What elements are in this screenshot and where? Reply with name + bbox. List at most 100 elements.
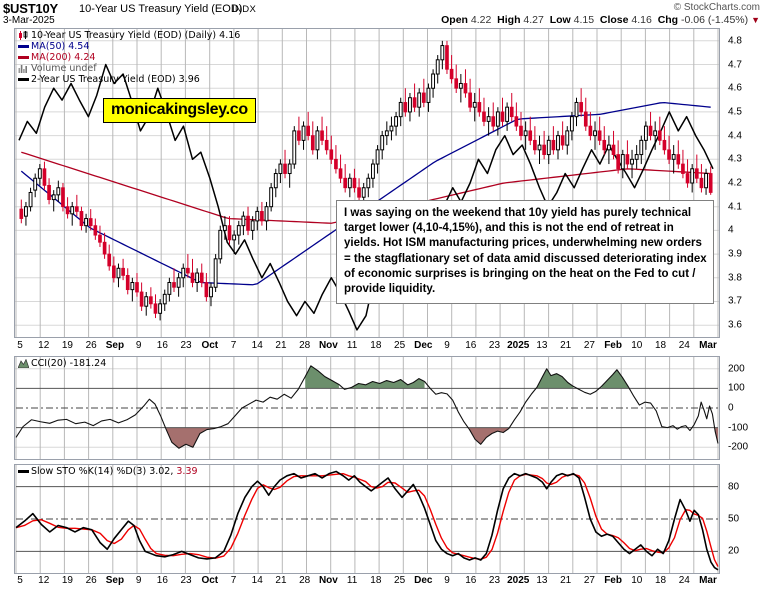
x-axis-tick-label: Nov <box>318 575 338 586</box>
y-axis-tick-label: 4 <box>728 224 734 236</box>
legend-label: CCI(20) -181.24 <box>31 358 107 369</box>
stochastic-chart-canvas <box>15 465 719 573</box>
legend-label: 10-Year US Treasury Yield (EOD) (Daily) … <box>31 30 241 41</box>
x-axis-tick-label: Nov <box>318 340 338 351</box>
close-label: Close <box>599 14 629 26</box>
line-swatch-icon <box>18 56 29 59</box>
x-axis-tick-label: 21 <box>275 575 287 586</box>
area-icon <box>18 359 29 368</box>
y-axis-tick-label: 4.3 <box>728 153 742 165</box>
x-axis-tick-label: Dec <box>414 340 433 351</box>
open-value: 4.22 <box>470 14 492 26</box>
x-axis-tick-label: Mar <box>699 340 717 351</box>
y-axis-tick-label: 3.7 <box>728 295 742 307</box>
down-arrow-icon: ▼ <box>751 15 760 25</box>
x-axis-tick-label: 25 <box>394 575 406 586</box>
y-axis-tick-label: 4.1 <box>728 201 742 213</box>
x-axis-tick-label: 7 <box>230 340 237 351</box>
x-axis-tick-label: 16 <box>156 575 168 586</box>
low-value: 4.15 <box>573 14 595 26</box>
y-axis-tick-label: 20 <box>728 545 740 557</box>
symbol-description: 10-Year US Treasury Yield (EOD) <box>79 3 243 15</box>
watermark-logo: monicakingsley.co <box>103 98 256 123</box>
x-axis-top: 5 12 19 26 Sep 9 16 23 Oct 7 14 21 28 Nov 11 18 25 Dec 9 16… <box>0 340 764 354</box>
x-axis-tick-label: Dec <box>414 575 433 586</box>
x-axis-tick-label: 9 <box>444 575 450 586</box>
x-axis-tick-label: 13 <box>536 340 548 351</box>
x-axis-tick-label: 23 <box>488 575 501 586</box>
legend-row: CCI(20) -181.24 <box>18 358 106 369</box>
x-axis-tick-label: 11 <box>346 340 358 351</box>
x-axis-tick-label: 18 <box>370 575 382 586</box>
stochastic-panel-legend: Slow STO %K(14) %D(3) 3.02, 3.39 <box>18 466 198 477</box>
legend-row: Volume undef <box>18 63 240 74</box>
x-axis-tick-label: Feb <box>604 340 622 351</box>
legend-label: Slow STO %K(14) %D(3) 3.02, <box>31 466 174 477</box>
legend-row: 10-Year US Treasury Yield (EOD) (Daily) … <box>18 30 240 41</box>
x-axis-tick-label: 10 <box>631 340 643 351</box>
cci-chart-panel[interactable]: CCI(20) -181.24 <box>14 356 720 460</box>
x-axis-tick-label: Mar <box>699 575 717 586</box>
x-axis-tick-label: 5 <box>17 575 23 586</box>
y-axis-tick-label: 4.8 <box>728 35 742 47</box>
x-axis-tick-label: 23 <box>180 340 192 351</box>
legend-row: MA(50) 4.54 <box>18 41 240 52</box>
x-axis-tick-label: 27 <box>583 340 595 351</box>
x-axis-tick-label: 12 <box>38 340 50 351</box>
cci-chart-canvas <box>15 357 719 459</box>
legend-row: 2-Year US Treasury Yield (EOD) 3.96 <box>18 74 240 85</box>
y-axis-tick-label: 3.8 <box>728 272 742 284</box>
stochastic-chart-panel[interactable]: Slow STO %K(14) %D(3) 3.02, 3.39 <box>14 464 720 574</box>
y-axis-tick-label: 4.4 <box>728 130 742 142</box>
x-axis-tick-label: 26 <box>85 340 97 351</box>
legend-label: MA(50) 4.54 <box>31 41 90 52</box>
chg-value: -0.06 (-1.45%) <box>681 14 749 26</box>
x-axis-tick-label: 12 <box>38 575 50 586</box>
ohlc-quote-bar: Open 4.22 High 4.27 Low 4.15 Close 4.16 … <box>441 14 760 26</box>
x-axis-tick-label: 23 <box>488 340 501 351</box>
x-axis-tick-label: 19 <box>61 575 73 586</box>
quote-date: 3-Mar-2025 <box>3 15 55 26</box>
x-axis-tick-label: 24 <box>678 575 690 586</box>
y-axis-tick-label: 4.6 <box>728 82 742 94</box>
x-axis-tick-label: 2025 <box>507 340 530 351</box>
x-axis-tick-label: 16 <box>465 340 477 351</box>
x-axis-tick-label: 18 <box>370 340 382 351</box>
x-axis-tick-label: 14 <box>251 575 263 586</box>
y-axis-tick-label: 3.9 <box>728 248 742 260</box>
x-axis-tick-label: 16 <box>465 575 477 586</box>
x-axis-tick-label: 9 <box>135 575 142 586</box>
x-axis-tick-label: 2025 <box>507 575 530 586</box>
y-axis-tick-label: 4.5 <box>728 106 742 118</box>
x-axis-tick-label: 21 <box>560 575 572 586</box>
x-axis-bottom: 5 12 19 26 Sep 9 16 23 Oct 7 14 21 28 Nov 11 18 25 Dec 9 16… <box>0 575 764 589</box>
x-axis-tick-label: 26 <box>85 575 97 586</box>
x-axis-tick-label: 9 <box>135 340 142 351</box>
symbol-ticker[interactable]: $UST10Y <box>3 1 58 16</box>
x-axis-tick-label: 13 <box>536 575 548 586</box>
x-axis-tick-label: Oct <box>201 575 219 586</box>
x-axis-tick-label: 25 <box>394 340 406 351</box>
x-axis-tick-label: 27 <box>583 575 595 586</box>
line-swatch-icon <box>18 78 29 81</box>
y-axis-tick-label: 4.7 <box>728 59 742 71</box>
x-axis-tick-label: 28 <box>299 575 311 586</box>
chart-header: $UST10Y 10-Year US Treasury Yield (EOD) … <box>0 0 764 28</box>
y-axis-tick-label: 100 <box>728 382 745 394</box>
y-axis-tick-label: -200 <box>728 441 749 453</box>
low-label: Low <box>549 14 571 26</box>
x-axis-tick-label: 18 <box>654 340 667 351</box>
x-axis-tick-label: Feb <box>604 575 622 586</box>
legend-label: Volume undef <box>31 63 97 74</box>
x-axis-tick-label: 11 <box>346 575 358 586</box>
y-axis-tick-label: 200 <box>728 363 745 375</box>
line-swatch-icon <box>18 45 29 48</box>
x-axis-tick-label: 9 <box>444 340 450 351</box>
price-panel-legend: 10-Year US Treasury Yield (EOD) (Daily) … <box>18 30 240 85</box>
x-axis-tick-label: 5 <box>17 340 23 351</box>
y-axis-tick-label: 80 <box>728 481 740 493</box>
symbol-exchange: INDX <box>232 4 257 15</box>
volume-bars-icon <box>18 64 29 73</box>
x-axis-tick-label: 7 <box>230 575 237 586</box>
